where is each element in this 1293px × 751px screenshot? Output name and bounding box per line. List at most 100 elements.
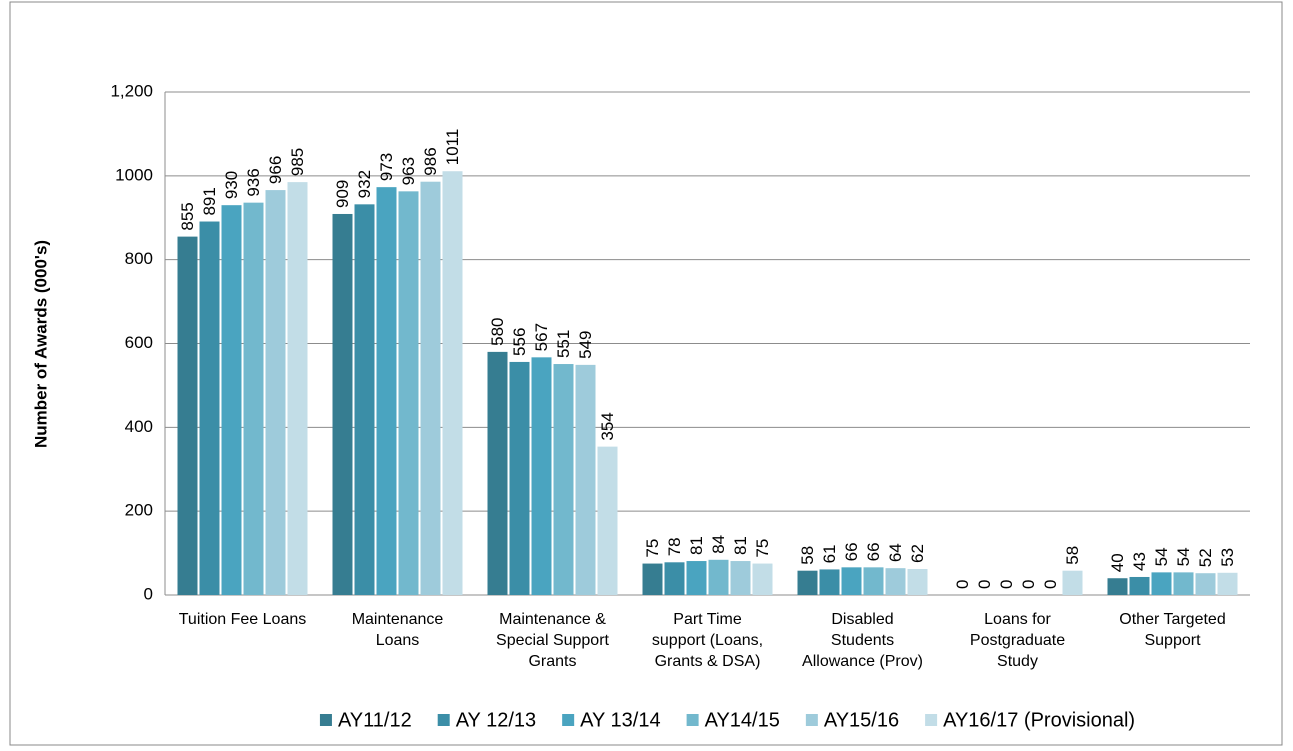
value-label: 556 — [510, 328, 529, 356]
bar — [708, 559, 729, 595]
value-label: 580 — [488, 318, 507, 346]
bar — [243, 202, 264, 595]
value-label: 0 — [1019, 580, 1038, 589]
bar — [1195, 573, 1216, 595]
bar — [1217, 572, 1238, 595]
bar — [442, 171, 463, 595]
value-label: 973 — [377, 153, 396, 181]
value-label: 66 — [864, 542, 883, 561]
bar — [752, 563, 773, 595]
value-label: 855 — [178, 202, 197, 230]
bar — [863, 567, 884, 595]
value-label: 551 — [554, 330, 573, 358]
value-label: 66 — [842, 542, 861, 561]
value-label: 75 — [753, 539, 772, 558]
bar — [531, 357, 552, 595]
x-tick-label: Loans for Postgraduate Study — [969, 611, 1066, 670]
bar — [841, 567, 862, 595]
value-label: 61 — [820, 545, 839, 564]
bar — [487, 351, 508, 595]
x-tick-label: Part Time support (Loans, Grants & DSA) — [651, 611, 764, 670]
value-label: 549 — [576, 331, 595, 359]
bar — [597, 446, 618, 595]
legend-label: AY14/15 — [705, 709, 780, 731]
y-tick-label: 0 — [144, 584, 153, 603]
legend-label: AY 13/14 — [580, 709, 660, 731]
value-label: 58 — [1063, 546, 1082, 565]
bar — [376, 187, 397, 596]
value-label: 0 — [997, 580, 1016, 589]
x-tick-label: Tuition Fee Loans — [178, 611, 307, 628]
bar — [1173, 572, 1194, 595]
bar — [730, 561, 751, 595]
legend-swatch — [805, 714, 818, 726]
value-label: 567 — [532, 323, 551, 351]
legend-swatch — [925, 714, 938, 726]
value-label: 54 — [1152, 547, 1171, 566]
value-label: 966 — [266, 156, 285, 184]
value-label: 62 — [908, 544, 927, 563]
legend-swatch — [319, 714, 332, 726]
bar — [509, 361, 530, 595]
value-label: 0 — [1041, 580, 1060, 589]
bar — [177, 236, 198, 596]
bar — [575, 364, 596, 595]
value-label: 81 — [731, 536, 750, 555]
bar — [686, 561, 707, 595]
bar — [287, 182, 308, 595]
y-tick-label: 600 — [125, 333, 153, 352]
bar — [221, 205, 242, 596]
x-tick-label: Maintenance Loans — [351, 611, 444, 649]
legend-label: AY15/16 — [824, 709, 899, 731]
value-label: 58 — [798, 546, 817, 565]
x-tick-label: Other Targeted Support — [1119, 611, 1226, 649]
value-label: 54 — [1174, 547, 1193, 566]
value-label: 52 — [1196, 548, 1215, 567]
x-tick-label: Maintenance & Special Support Grants — [496, 611, 609, 670]
bar — [797, 570, 818, 595]
chart-border — [9, 1, 1283, 746]
legend-swatch — [686, 714, 699, 726]
bar — [1062, 570, 1083, 595]
bar — [553, 364, 574, 595]
bar — [664, 562, 685, 595]
value-label: 354 — [598, 412, 617, 440]
value-label: 43 — [1130, 552, 1149, 571]
value-label: 930 — [222, 171, 241, 199]
value-label: 53 — [1218, 548, 1237, 567]
value-label: 891 — [200, 187, 219, 215]
bar — [907, 569, 928, 595]
bar — [354, 204, 375, 595]
bar — [199, 221, 220, 595]
value-label: 0 — [953, 580, 972, 589]
bar — [1107, 578, 1128, 595]
x-tick-label: Disabled Students Allowance (Prov) — [802, 611, 923, 670]
value-label: 963 — [399, 157, 418, 185]
value-label: 40 — [1108, 553, 1127, 572]
value-label: 78 — [665, 537, 684, 556]
bar — [642, 563, 663, 595]
bar — [1129, 576, 1150, 595]
bar — [265, 190, 286, 595]
value-label: 985 — [288, 148, 307, 176]
bar — [819, 569, 840, 595]
value-label: 1011 — [443, 129, 462, 166]
legend-label: AY11/12 — [338, 709, 412, 731]
value-label: 81 — [687, 536, 706, 555]
value-label: 64 — [886, 543, 905, 562]
value-label: 986 — [421, 147, 440, 175]
legend-label: AY16/17 (Provisional) — [943, 709, 1135, 731]
value-label: 936 — [244, 168, 263, 196]
bar — [420, 181, 441, 595]
y-tick-label: 1,200 — [110, 81, 153, 100]
y-tick-label: 1000 — [115, 165, 153, 184]
legend-swatch — [437, 714, 450, 726]
value-label: 75 — [643, 539, 662, 558]
bar — [1151, 572, 1172, 595]
bar — [332, 213, 353, 596]
y-tick-label: 400 — [125, 417, 153, 436]
value-label: 0 — [975, 580, 994, 589]
value-label: 84 — [709, 535, 728, 554]
value-label: 932 — [355, 170, 374, 198]
